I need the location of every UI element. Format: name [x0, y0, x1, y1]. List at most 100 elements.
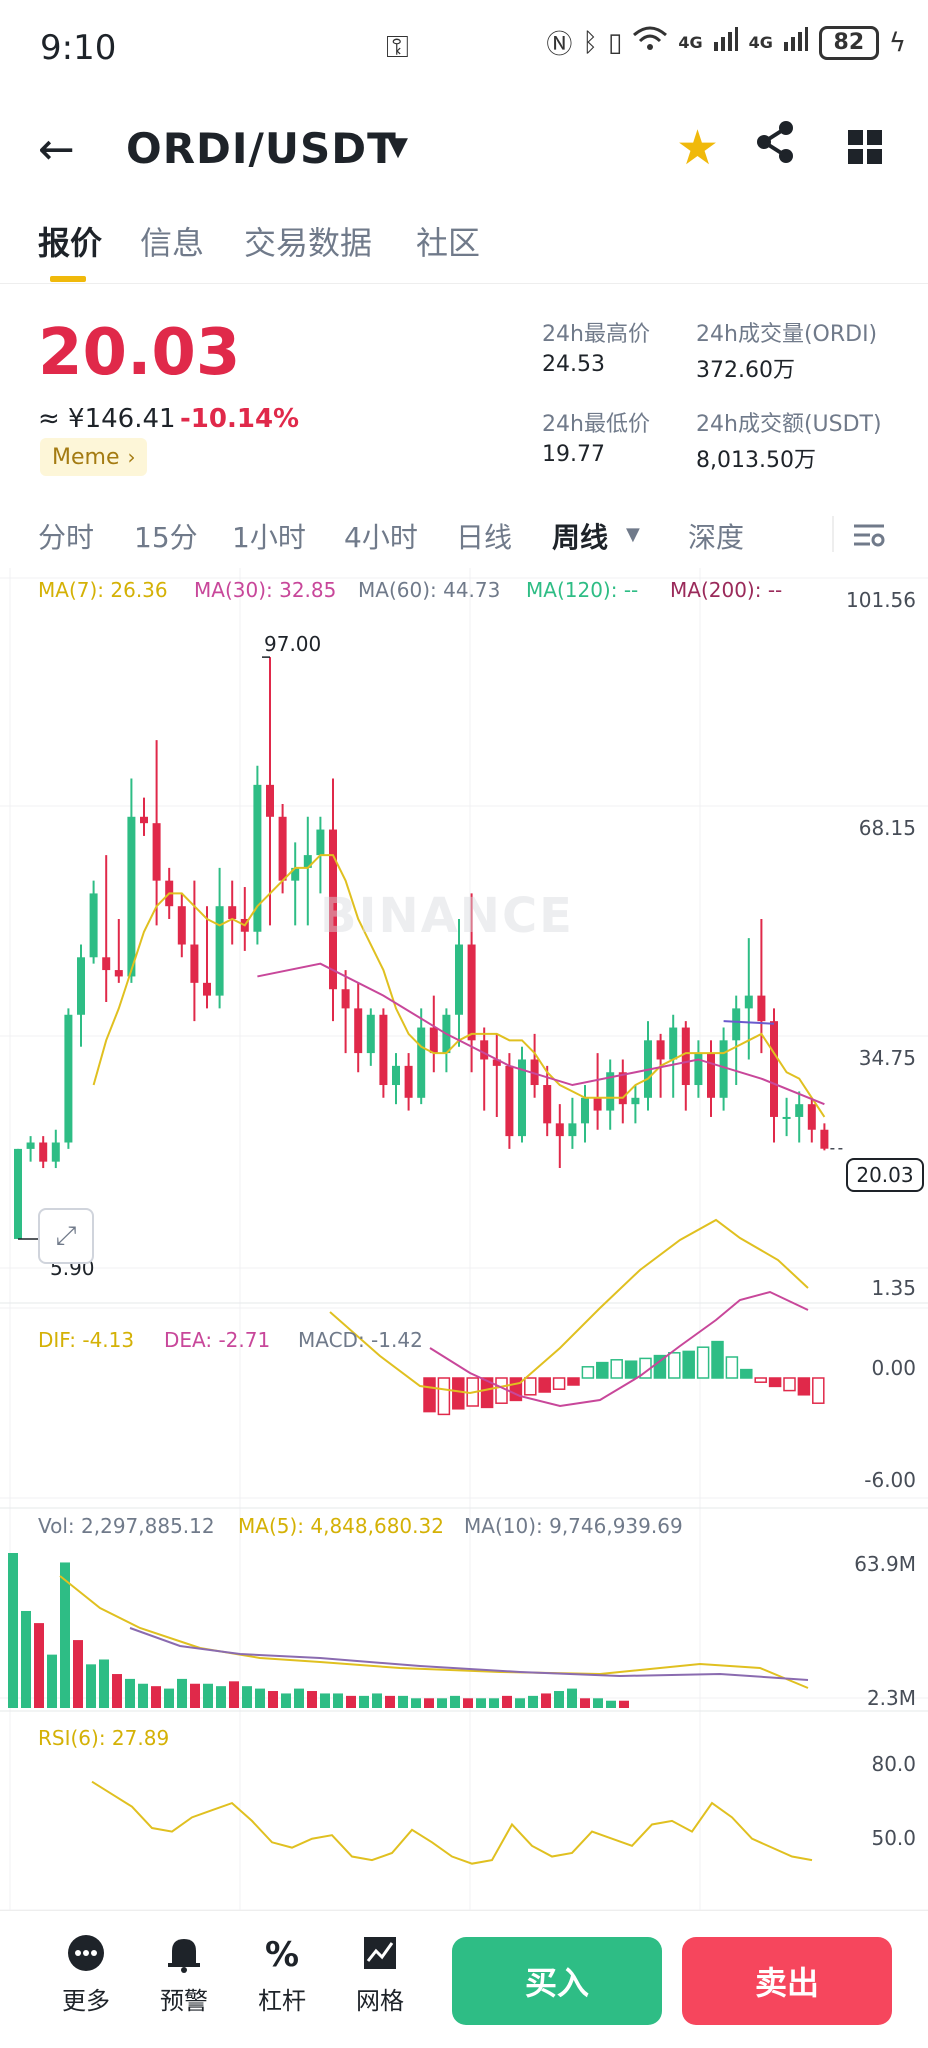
volume-bar: [86, 1664, 96, 1708]
chart-settings-icon[interactable]: [852, 520, 886, 554]
stat-turnover-value: 8,013.50万: [696, 448, 816, 473]
more-button[interactable]: 更多: [46, 1933, 126, 2016]
tab-info[interactable]: 信息: [140, 224, 205, 262]
interval-depth[interactable]: 深度: [688, 521, 745, 554]
macd-bar: [624, 1360, 638, 1379]
volume-bar: [125, 1678, 135, 1708]
volume-bar: [242, 1686, 252, 1708]
candle-body: [253, 784, 262, 932]
candle-body: [190, 944, 199, 983]
candle-body: [392, 1065, 400, 1086]
dif-line: [329, 1218, 809, 1395]
volume-bar: [593, 1698, 603, 1708]
sell-button[interactable]: 卖出: [682, 1937, 892, 2025]
volume-bar: [515, 1698, 525, 1708]
interval-4h[interactable]: 4小时: [344, 521, 418, 554]
macd-bar: [725, 1356, 739, 1379]
candle-body: [606, 1072, 615, 1111]
volume-bar: [554, 1691, 564, 1708]
macd-bar: [668, 1352, 681, 1379]
legend-ma60: MA(60): 44.73: [358, 578, 501, 602]
star-icon[interactable]: ★: [676, 120, 720, 176]
signal-bars-icon: [713, 26, 739, 59]
legend-vol-ma5: MA(5): 4,848,680.32: [238, 1514, 444, 1538]
volume-bar: [8, 1553, 18, 1708]
macd-bar: [524, 1377, 537, 1396]
macd-bar: [509, 1377, 523, 1402]
alert-button[interactable]: 预警: [144, 1933, 224, 2016]
candle-body: [744, 995, 753, 1009]
wifi-icon: [632, 25, 668, 60]
tab-community[interactable]: 社区: [416, 224, 481, 262]
dea-line: [429, 1290, 809, 1408]
interval-timeshare[interactable]: 分时: [38, 521, 95, 554]
candle-body: [404, 1065, 413, 1098]
interval-1w[interactable]: 周线: [552, 521, 609, 554]
expand-chart-icon[interactable]: ⤢: [38, 1208, 94, 1264]
macd-bar: [783, 1377, 796, 1392]
legend-ma30: MA(30): 32.85: [194, 578, 337, 602]
candle-body: [694, 1053, 703, 1086]
macd-bar: [423, 1377, 436, 1413]
leverage-button[interactable]: % 杠杆: [242, 1933, 322, 2016]
pair-title[interactable]: ORDI/USDT: [126, 124, 397, 173]
candle-body: [581, 1097, 589, 1124]
macd-tick-1: 0.00: [871, 1356, 916, 1380]
interval-15m[interactable]: 15分: [134, 521, 198, 554]
grid-icon[interactable]: [848, 130, 882, 164]
candle-body: [492, 1059, 501, 1066]
legend-ma200: MA(200): --: [670, 578, 783, 602]
candle-body: [555, 1123, 564, 1137]
share-icon[interactable]: [756, 120, 796, 168]
more-dots-icon: [46, 1933, 126, 1977]
volume-bar: [255, 1688, 265, 1708]
y-tick-3: 34.75: [858, 1046, 916, 1070]
caret-down-icon[interactable]: ▼: [388, 132, 408, 162]
interval-1d[interactable]: 日线: [456, 521, 513, 554]
back-arrow-icon[interactable]: ←: [38, 124, 75, 175]
candle-body: [329, 829, 337, 990]
tab-quote[interactable]: 报价: [38, 224, 103, 262]
interval-1h[interactable]: 1小时: [232, 521, 306, 554]
candle-body: [152, 823, 161, 881]
macd-bar: [581, 1366, 595, 1379]
meme-tag[interactable]: Meme ›: [40, 438, 148, 476]
macd-bar: [740, 1368, 753, 1379]
volume-bar: [73, 1640, 83, 1708]
interval-caret-icon[interactable]: ▼: [626, 524, 640, 545]
battery-indicator: 82: [818, 25, 879, 60]
macd-tick-2: -6.00: [864, 1468, 916, 1492]
candle-body: [656, 1040, 665, 1060]
macd-bar: [696, 1346, 710, 1379]
volume-bar: [333, 1693, 343, 1708]
kline-chart[interactable]: BINANCE MA(7): 26.36 MA(30): 32.85 MA(60…: [0, 568, 928, 1910]
tag-label: Meme: [52, 444, 120, 470]
volume-bar: [268, 1691, 278, 1708]
macd-bar: [754, 1377, 767, 1383]
candle-body: [770, 1021, 778, 1117]
volume-bar: [151, 1686, 161, 1708]
candle-body: [203, 982, 211, 996]
volume-bar: [424, 1698, 434, 1708]
volume-bar: [541, 1693, 551, 1708]
legend-dif: DIF: -4.13: [38, 1328, 135, 1352]
macd-bar: [653, 1354, 667, 1379]
legend-macd: MACD: -1.42: [298, 1328, 423, 1352]
macd-bar: [567, 1377, 580, 1386]
volume-bar: [372, 1693, 382, 1708]
y-tick-1: 101.56: [846, 588, 916, 612]
candle-body: [795, 1104, 804, 1117]
volume-bar: [502, 1695, 512, 1708]
candle-body: [14, 1148, 22, 1239]
vibrate-icon: ▯: [608, 27, 623, 58]
grid-trading-button[interactable]: 网格: [340, 1933, 420, 2016]
candle-body: [140, 816, 148, 824]
status-bar: 9:10 ⚿ Ⓝ ᛒ ▯ 4G 4G 82 ϟ: [0, 0, 928, 96]
legend-ma7: MA(7): 26.36: [38, 578, 168, 602]
volume-bar: [567, 1688, 577, 1708]
buy-button[interactable]: 买入: [452, 1937, 662, 2025]
tab-trade-data[interactable]: 交易数据: [244, 224, 373, 262]
macd-bar: [437, 1377, 451, 1416]
high-price-label: 97.00: [264, 632, 322, 656]
